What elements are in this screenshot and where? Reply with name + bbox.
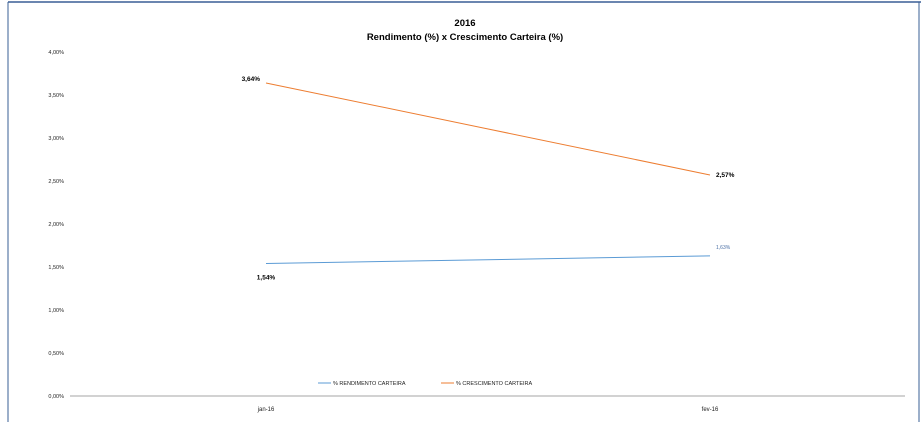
legend: % RENDIMENTO CARTEIRA % CRESCIMENTO CARTE… (318, 381, 533, 387)
x-tick-label: fev-16 (702, 407, 719, 413)
y-tick-label: 2,00% (48, 222, 64, 228)
x-tick-label: jan-16 (257, 407, 275, 413)
chart-title: 2016 (454, 18, 475, 29)
data-label: 1,54% (257, 275, 276, 282)
series-lines (265, 82, 711, 265)
y-tick-label: 4,00% (48, 50, 64, 56)
y-tick-label: 1,00% (48, 308, 64, 314)
legend-label: % RENDIMENTO CARTEIRA (333, 381, 406, 387)
data-label: 2,57% (716, 172, 735, 179)
y-tick-label: 3,00% (48, 136, 64, 142)
data-label: 1,63% (716, 245, 731, 251)
y-tick-label: 2,50% (48, 179, 64, 185)
y-axis: 0,00% 0,50% 1,00% 1,50% 2,00% 2,50% 3,00% 3,50%… (48, 50, 64, 400)
y-tick-label: 3,50% (48, 93, 64, 99)
y-tick-label: 1,50% (48, 265, 64, 271)
x-axis: jan-16 fev-16 (70, 395, 905, 413)
series-line-crescimento (265, 82, 711, 176)
chart-subtitle: Rendimento (%) x Crescimento Carteira (%… (367, 32, 563, 43)
series-line-rendimento (265, 255, 711, 265)
y-tick-label: 0,00% (48, 394, 64, 400)
data-label: 3,64% (242, 76, 261, 83)
y-tick-label: 0,50% (48, 351, 64, 357)
data-labels: 1,54% 1,63% 3,64% 2,57% (242, 76, 735, 282)
legend-label: % CRESCIMENTO CARTEIRA (456, 381, 533, 387)
